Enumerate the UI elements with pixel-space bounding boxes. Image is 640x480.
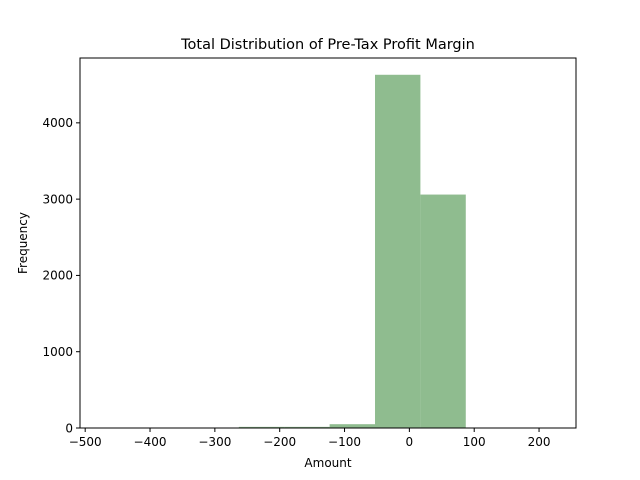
x-tick-label: 200: [528, 435, 551, 449]
y-tick-label: 3000: [42, 192, 73, 206]
y-tick-label: 4000: [42, 116, 73, 130]
histogram-bar-6: [375, 74, 421, 428]
histogram-bars: [238, 74, 466, 428]
x-tick-label: −100: [328, 435, 361, 449]
x-tick-label: −500: [69, 435, 102, 449]
x-axis-ticks: −500 −400 −300 −200 −100 0 100 200: [69, 428, 551, 449]
x-tick-label: −300: [198, 435, 231, 449]
y-tick-label: 0: [65, 421, 73, 435]
x-axis-label: Amount: [304, 456, 351, 470]
histogram-bar-4: [284, 426, 330, 428]
histogram-bar-5: [329, 424, 376, 428]
y-tick-label: 2000: [42, 269, 73, 283]
chart-title: Total Distribution of Pre-Tax Profit Mar…: [180, 37, 475, 53]
histogram-bar-7: [420, 194, 466, 428]
x-tick-label: −400: [134, 435, 167, 449]
y-axis-label: Frequency: [16, 212, 30, 274]
x-tick-label: −200: [263, 435, 296, 449]
plot-frame: [79, 57, 577, 429]
y-tick-label: 1000: [42, 345, 73, 359]
histogram-bar-3: [238, 426, 285, 428]
x-tick-label: 100: [463, 435, 486, 449]
y-axis-ticks: 0 1000 2000 3000 4000: [42, 116, 80, 435]
x-tick-label: 0: [406, 435, 414, 449]
